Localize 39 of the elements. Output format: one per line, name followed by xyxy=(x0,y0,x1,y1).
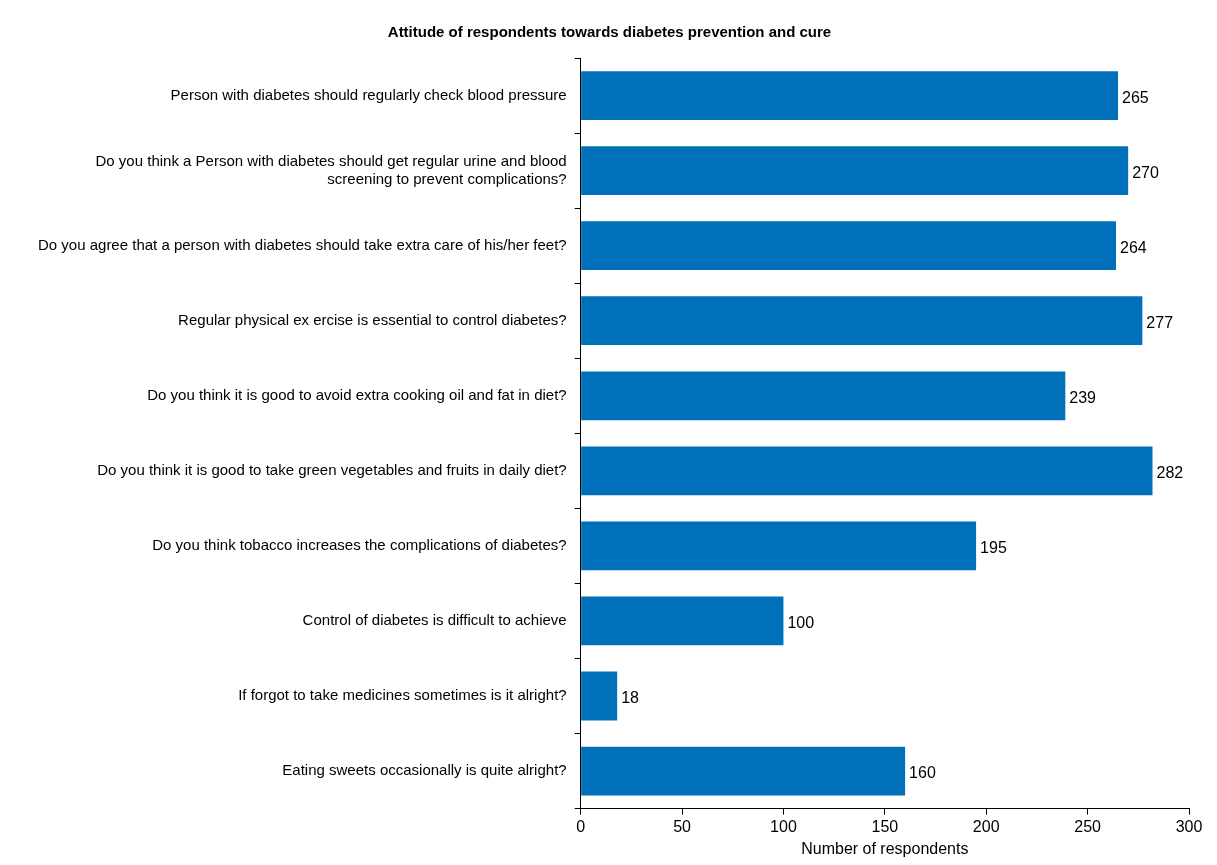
data-label: 160 xyxy=(909,764,936,782)
bar xyxy=(581,521,977,571)
x-tick-label: 100 xyxy=(770,817,797,835)
data-label: 195 xyxy=(980,539,1007,557)
data-label: 270 xyxy=(1132,164,1159,181)
x-tick-label: 150 xyxy=(871,817,899,835)
chart-title: Attitude of respondents towards diabetes prevention and cure xyxy=(387,23,832,41)
y-tick-label: Regular physical ex ercise is essential to control diabetes? xyxy=(178,310,567,328)
data-label: 277 xyxy=(1146,314,1174,332)
y-tick-label: Person with diabetes should regularly check blood pressure xyxy=(170,85,567,103)
x-tick-label: 200 xyxy=(972,817,1000,835)
bar xyxy=(581,596,784,646)
data-label: 239 xyxy=(1069,389,1097,407)
x-tick-label: 300 xyxy=(1175,817,1203,835)
y-tick-label: Control of diabetes is difficult to achieve xyxy=(302,611,567,629)
data-label: 265 xyxy=(1122,88,1149,106)
bar xyxy=(581,371,1066,421)
data-label: 100 xyxy=(787,614,815,632)
y-tick-label: Do you agree that a person with diabetes should take extra care of his/her feet? xyxy=(38,235,567,253)
bar xyxy=(581,746,906,796)
y-tick-label: Do you think tobacco increases the complications of diabetes? xyxy=(152,536,567,554)
x-tick-label: 250 xyxy=(1074,817,1102,835)
bar xyxy=(581,296,1143,346)
bar xyxy=(581,71,1119,120)
y-tick-label: Do you think it is good to avoid extra cooking oil and fat in diet? xyxy=(147,385,567,403)
data-label: 282 xyxy=(1156,464,1184,482)
y-tick-label: Do you think a Person with diabetes should get regular urine and blood screening to prevent complications? xyxy=(95,151,567,187)
data-label: 18 xyxy=(621,689,640,707)
y-tick-label: If forgot to take medicines sometimes is it alright? xyxy=(238,686,567,704)
bar xyxy=(581,221,1116,271)
y-tick-label: Eating sweets occasionally is quite alright? xyxy=(282,761,567,779)
x-tick-label: 0 xyxy=(576,817,586,835)
bar xyxy=(581,671,618,721)
y-tick-label: Do you think it is good to take green vegetables and fruits in daily diet? xyxy=(97,460,567,478)
data-label: 264 xyxy=(1120,239,1147,257)
x-axis-title: Number of respondents xyxy=(801,839,969,857)
x-tick-label: 50 xyxy=(673,817,692,835)
bar xyxy=(581,446,1153,496)
bar xyxy=(581,146,1129,195)
